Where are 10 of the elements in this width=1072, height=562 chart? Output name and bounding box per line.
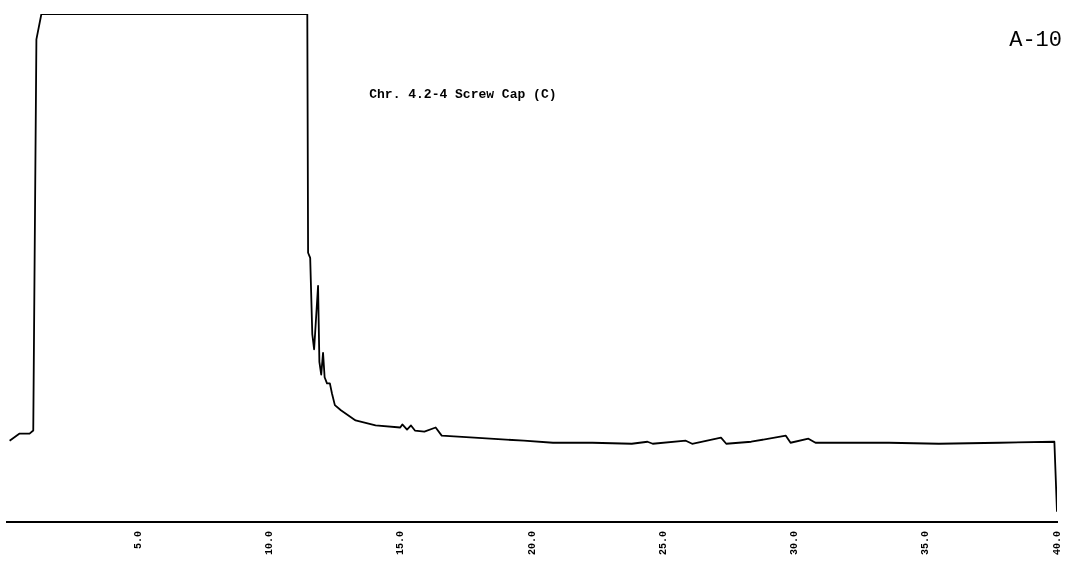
x-tick-label: 10.0	[264, 531, 276, 556]
x-tick-label: 40.0	[1051, 531, 1063, 556]
x-tick-label: 15.0	[395, 531, 407, 556]
x-tick-label: 30.0	[789, 531, 801, 556]
x-tick-label: 25.0	[657, 531, 669, 556]
x-tick-label: 35.0	[920, 531, 932, 556]
x-tick-label: 5.0	[132, 531, 144, 550]
annotation: A-10	[1009, 27, 1062, 53]
x-tick-label: 20.0	[526, 531, 538, 556]
text: Chr. 4.2-4 Screw Cap (C)	[369, 87, 557, 103]
